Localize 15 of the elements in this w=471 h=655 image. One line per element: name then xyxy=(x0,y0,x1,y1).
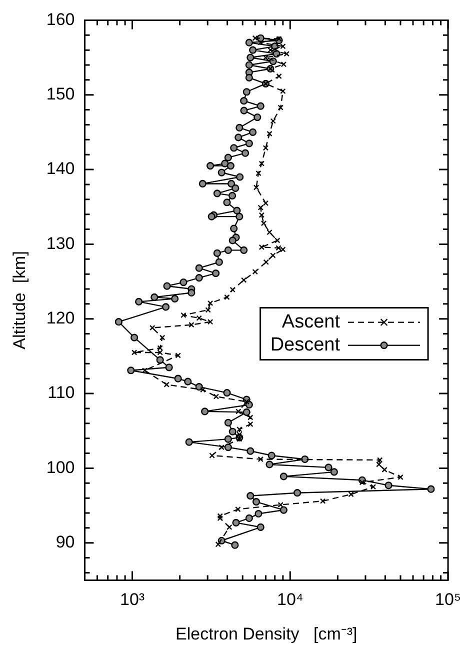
x-tick-label: 10⁵ xyxy=(435,590,462,610)
y-tick-label: 100 xyxy=(46,458,75,477)
legend-label: Ascent xyxy=(282,312,341,333)
y-tick-label: 90 xyxy=(56,532,75,552)
x-tick-label: 10⁴ xyxy=(277,590,304,610)
x-tick-label: 10³ xyxy=(120,590,145,610)
y-axis-title: Altitude [km] xyxy=(10,251,29,350)
y-tick-label: 140 xyxy=(46,159,75,178)
x-axis-title: Electron Density [cm⁻³] xyxy=(176,624,358,644)
legend-label: Descent xyxy=(270,334,341,356)
y-tick-label: 130 xyxy=(46,234,75,253)
y-tick-label: 150 xyxy=(46,84,75,104)
y-tick-label: 160 xyxy=(46,10,75,29)
y-tick-label: 120 xyxy=(46,308,75,328)
y-tick-label: 110 xyxy=(48,383,75,402)
